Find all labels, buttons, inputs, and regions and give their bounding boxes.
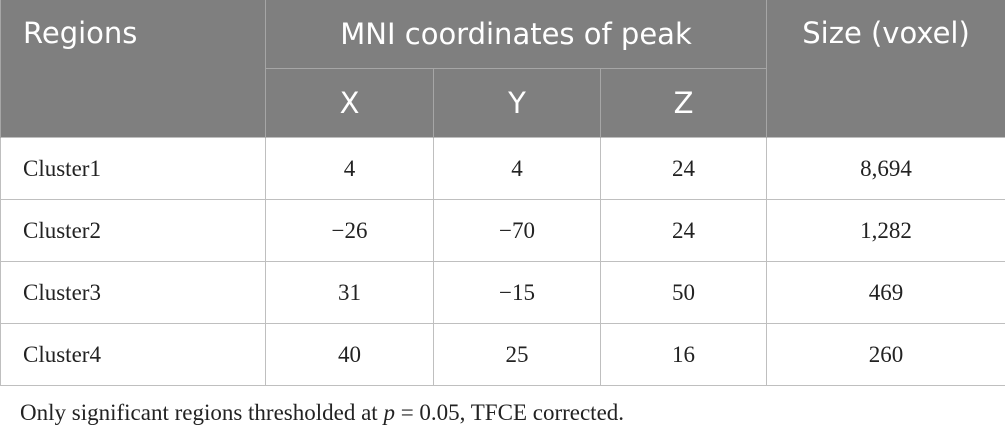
value-cell: −26 [265, 199, 434, 262]
footnote-text: p [383, 400, 395, 425]
region-cell: Cluster2 [0, 199, 266, 262]
table-row: Cluster1 4 4 24 8,694 [0, 137, 1005, 200]
table-header: Regions MNI coordinates of peak Size (vo… [0, 0, 1005, 138]
header-cell: MNI coordinates of peak [264, 0, 768, 69]
value-cell: 1,282 [766, 199, 1005, 262]
value-cell: −15 [433, 261, 601, 324]
table-row: Cluster3 31 −15 50 469 [0, 261, 1005, 324]
footnote: Only significant regions thresholded at … [20, 400, 1005, 426]
table-row: Cluster4 40 25 16 260 [0, 323, 1005, 386]
value-cell: 31 [265, 261, 434, 324]
value-cell: 260 [766, 323, 1005, 386]
value-cell: 50 [599, 261, 768, 324]
value-cell: 4 [433, 137, 601, 200]
header-cell: X [265, 68, 434, 138]
region-cell: Cluster1 [0, 137, 266, 200]
data-table: Regions MNI coordinates of peak Size (vo… [0, 0, 1005, 386]
value-cell: 25 [433, 323, 601, 386]
value-cell: 24 [599, 199, 768, 262]
value-cell: −70 [433, 199, 601, 262]
footnote-text: = 0.05, TFCE corrected. [394, 400, 625, 425]
table-body: Cluster1 4 4 24 8,694 Cluster2 −26 −70 24 1,282 Cl… [0, 137, 1005, 386]
value-cell: 16 [599, 323, 768, 386]
value-cell: 40 [265, 323, 434, 386]
header-cell: Z [599, 68, 768, 138]
header-cell: Regions [0, 0, 266, 138]
header-cell: Y [433, 68, 601, 138]
value-cell: 4 [265, 137, 434, 200]
header-cell: Size (voxel) [766, 0, 1005, 138]
value-cell: 8,694 [766, 137, 1005, 200]
value-cell: 24 [599, 137, 768, 200]
region-cell: Cluster3 [0, 261, 266, 324]
footnote-text: Only significant regions thresholded at [20, 400, 384, 425]
region-cell: Cluster4 [0, 323, 266, 386]
value-cell: 469 [766, 261, 1005, 324]
table-row: Cluster2 −26 −70 24 1,282 [0, 199, 1005, 262]
